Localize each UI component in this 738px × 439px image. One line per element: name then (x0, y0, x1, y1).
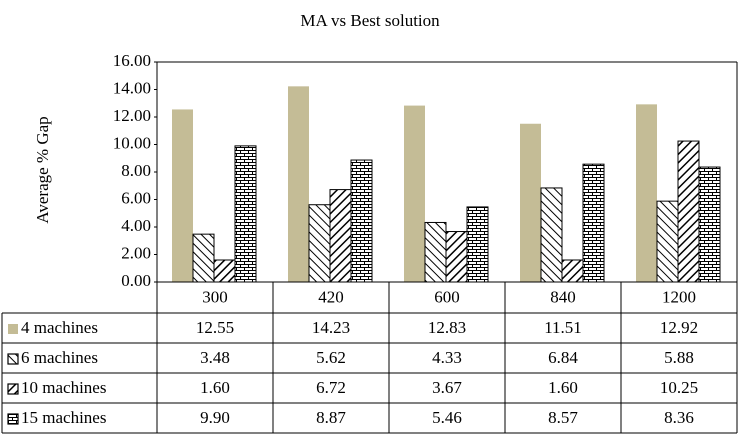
table-value: 14.23 (312, 318, 350, 337)
table-value: 6.72 (316, 378, 346, 397)
table-value: 12.83 (428, 318, 466, 337)
x-tick-label: 420 (318, 287, 344, 306)
bar (404, 105, 425, 283)
y-tick-label: 2.00 (121, 243, 151, 262)
table-value: 12.55 (196, 318, 234, 337)
bar (520, 123, 541, 282)
legend-label: 6 machines (21, 348, 98, 367)
bar (288, 86, 309, 283)
legend-label: 4 machines (21, 318, 98, 337)
x-tick-label: 1200 (662, 287, 696, 306)
table-value: 5.88 (664, 348, 694, 367)
legend-swatch (7, 383, 19, 395)
bar (656, 200, 679, 283)
y-tick-label: 4.00 (121, 216, 151, 235)
y-tick-label: 16.00 (113, 51, 151, 70)
y-tick-label: 6.00 (121, 188, 151, 207)
table-value: 1.60 (200, 378, 230, 397)
bar (698, 166, 721, 283)
table-value: 3.67 (432, 378, 462, 397)
y-tick-label: 8.00 (121, 161, 151, 180)
table-value: 8.87 (316, 408, 346, 427)
y-axis-label: Average % Gap (33, 116, 52, 223)
bar (424, 221, 447, 283)
bar (445, 231, 468, 283)
x-tick-label: 600 (434, 287, 460, 306)
y-tick-label: 0.00 (121, 271, 151, 290)
bar (350, 159, 373, 283)
x-tick-label: 840 (550, 287, 576, 306)
table-value: 3.48 (200, 348, 230, 367)
y-tick-label: 10.00 (113, 133, 151, 152)
legend-swatch (7, 413, 19, 425)
table-value: 12.92 (660, 318, 698, 337)
bar (213, 259, 236, 283)
bar (329, 189, 352, 283)
bar (308, 204, 331, 283)
table-value: 5.62 (316, 348, 346, 367)
table-value: 8.36 (664, 408, 694, 427)
table-value: 10.25 (660, 378, 698, 397)
bar (582, 163, 605, 283)
bar (636, 104, 657, 282)
y-tick-label: 12.00 (113, 106, 151, 125)
table-value: 6.84 (548, 348, 578, 367)
table-value: 8.57 (548, 408, 578, 427)
bar (172, 109, 193, 282)
legend-label: 10 machines (21, 378, 106, 397)
bar (540, 187, 563, 283)
bar (561, 259, 584, 283)
chart-title: MA vs Best solution (300, 11, 440, 30)
table-value: 1.60 (548, 378, 578, 397)
bar (466, 206, 489, 283)
legend-swatch (8, 324, 18, 334)
table-value: 9.90 (200, 408, 230, 427)
table-value: 4.33 (432, 348, 462, 367)
table-value: 11.51 (544, 318, 582, 337)
bar (192, 233, 215, 283)
bar (234, 145, 257, 283)
table-value: 5.46 (432, 408, 462, 427)
y-tick-label: 14.00 (113, 78, 151, 97)
legend-swatch (7, 353, 19, 365)
bar (677, 140, 700, 283)
x-tick-label: 300 (202, 287, 228, 306)
legend-label: 15 machines (21, 408, 106, 427)
